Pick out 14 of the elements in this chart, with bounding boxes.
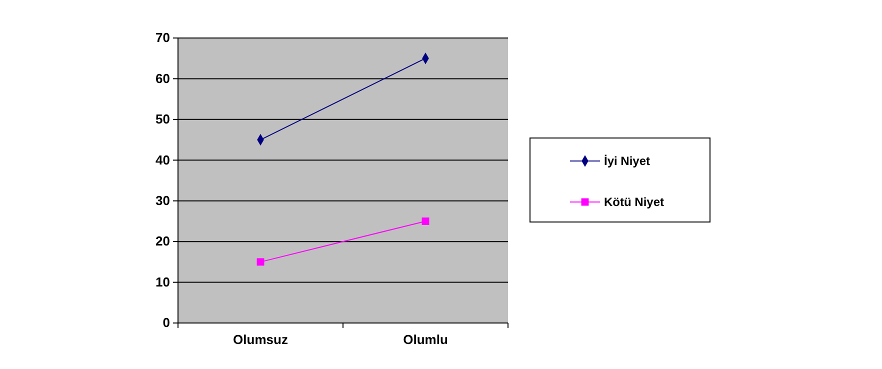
point [256, 258, 264, 266]
y-tick-label: 40 [156, 152, 170, 168]
y-tick-label: 20 [156, 234, 170, 249]
y-tick-label: 70 [156, 30, 170, 46]
legend-label: İyi Niyet [604, 154, 650, 168]
y-tick-label: 60 [156, 70, 170, 86]
x-tick-label: Olumlu [403, 332, 448, 348]
y-tick-label: 30 [156, 193, 170, 208]
y-tick-label: 0 [162, 315, 170, 330]
y-tick-label: 10 [156, 274, 170, 290]
point [422, 218, 430, 225]
y-tick-label: 50 [156, 112, 170, 127]
x-tick-label: Olumsuz [233, 332, 288, 348]
legend-label: Kötü Niyet [604, 195, 664, 209]
